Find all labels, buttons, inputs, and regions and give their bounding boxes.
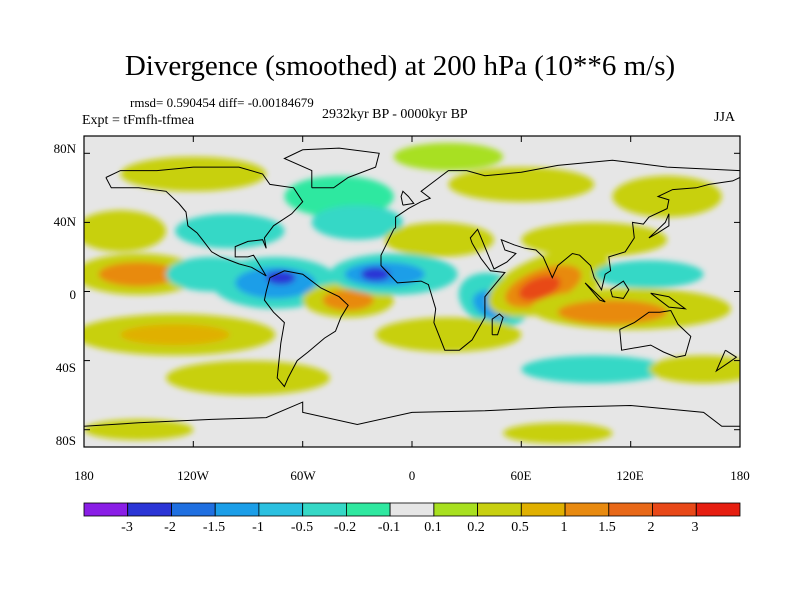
field-blob <box>521 222 668 257</box>
field-blob <box>120 156 267 192</box>
x-tick-label: 120W <box>177 468 209 483</box>
y-tick-label: 40S <box>55 360 76 375</box>
coastline-greenland <box>283 147 380 189</box>
colorbar-box <box>564 502 610 517</box>
colorbar-box <box>258 502 303 517</box>
field-blob <box>521 355 668 384</box>
coastline-madagascar <box>491 313 504 336</box>
y-tick-label: 80S <box>55 433 76 448</box>
colorbar-box <box>214 502 260 517</box>
colorbar-label: -0.5 <box>290 520 314 535</box>
colorbar <box>83 502 741 517</box>
x-tick-label: 120E <box>616 468 644 483</box>
colorbar-box <box>652 502 697 517</box>
colorbar-label: 1.5 <box>598 520 616 535</box>
y-tick-label: 80N <box>53 141 76 156</box>
field-blob <box>518 275 561 301</box>
coastline-australia <box>619 309 692 358</box>
season-text: JJA <box>714 110 736 125</box>
colorbar-label: 0.1 <box>424 520 442 535</box>
colorbar-label: 0.2 <box>467 520 485 535</box>
period-text: 2932kyr BP - 0000kyr BP <box>322 107 468 122</box>
stats-text: rmsd= 0.590454 diff= -0.00184679 <box>130 95 314 110</box>
coastline-japan <box>648 213 670 239</box>
colorbar-label: -0.2 <box>333 520 357 535</box>
colorbar-box <box>302 502 347 517</box>
coastline-eurasia-africa <box>380 159 740 351</box>
colorbar-box <box>83 502 129 517</box>
x-tick-label: 60E <box>510 468 532 483</box>
colorbar-label: 1 <box>560 520 568 535</box>
map-plot-area <box>84 136 740 447</box>
x-tick-label: 0 <box>408 468 416 483</box>
field-blob <box>594 260 704 289</box>
x-tick-label: 180 <box>74 468 94 483</box>
field-blob <box>393 142 504 171</box>
colorbar-box <box>520 502 566 517</box>
axis-ticks <box>83 136 741 447</box>
colorbar-label: -0.1 <box>377 520 401 535</box>
colorbar-label: -2 <box>164 520 176 535</box>
coastline-sumatra <box>584 282 606 303</box>
field-blob <box>375 317 522 353</box>
coastline-south-america <box>263 270 349 388</box>
coastlines <box>84 147 740 427</box>
colorbar-box <box>477 502 522 517</box>
field-blob <box>120 324 230 346</box>
colorbar-label: 3 <box>691 520 699 535</box>
colorbar-box <box>389 502 435 517</box>
colorbar-box <box>127 502 172 517</box>
colorbar-label: -3 <box>121 520 133 535</box>
colorbar-label: -1.5 <box>202 520 226 535</box>
y-tick-label: 0 <box>69 287 77 302</box>
coastline-north-america <box>105 166 304 277</box>
colorbar-label: 0.5 <box>511 520 529 535</box>
colorbar-box <box>171 502 216 517</box>
coastline-new-zealand <box>715 349 738 373</box>
field-blob <box>175 213 285 249</box>
field-blob <box>166 360 330 396</box>
colorbar-box <box>345 502 391 517</box>
field-blob <box>648 355 740 384</box>
field-blob <box>503 422 613 444</box>
colorbar-label: -1 <box>252 520 264 535</box>
coastline-borneo <box>610 280 630 299</box>
colorbar-box <box>695 502 741 517</box>
field-blob <box>98 262 179 287</box>
y-tick-label: 40N <box>53 214 76 229</box>
field-blob <box>612 175 722 218</box>
field-blob <box>84 210 166 252</box>
field-blob <box>311 205 403 240</box>
x-tick-label: 60W <box>290 468 316 483</box>
colorbar-label: 2 <box>647 520 655 535</box>
field-blob <box>361 267 391 282</box>
colorbar-box <box>608 502 653 517</box>
x-tick-label: 180 <box>730 468 750 483</box>
colorbar-box <box>433 502 478 517</box>
coastline-antarctica <box>84 401 740 427</box>
figure-title: Divergence (smoothed) at 200 hPa (10**6 … <box>124 50 676 82</box>
field-blob <box>384 222 494 257</box>
coastline-new-guinea <box>650 292 688 310</box>
field-blob <box>266 270 296 285</box>
experiment-text: Expt = tFmfh-tfmea <box>82 113 195 128</box>
coastline-uk <box>400 190 415 206</box>
